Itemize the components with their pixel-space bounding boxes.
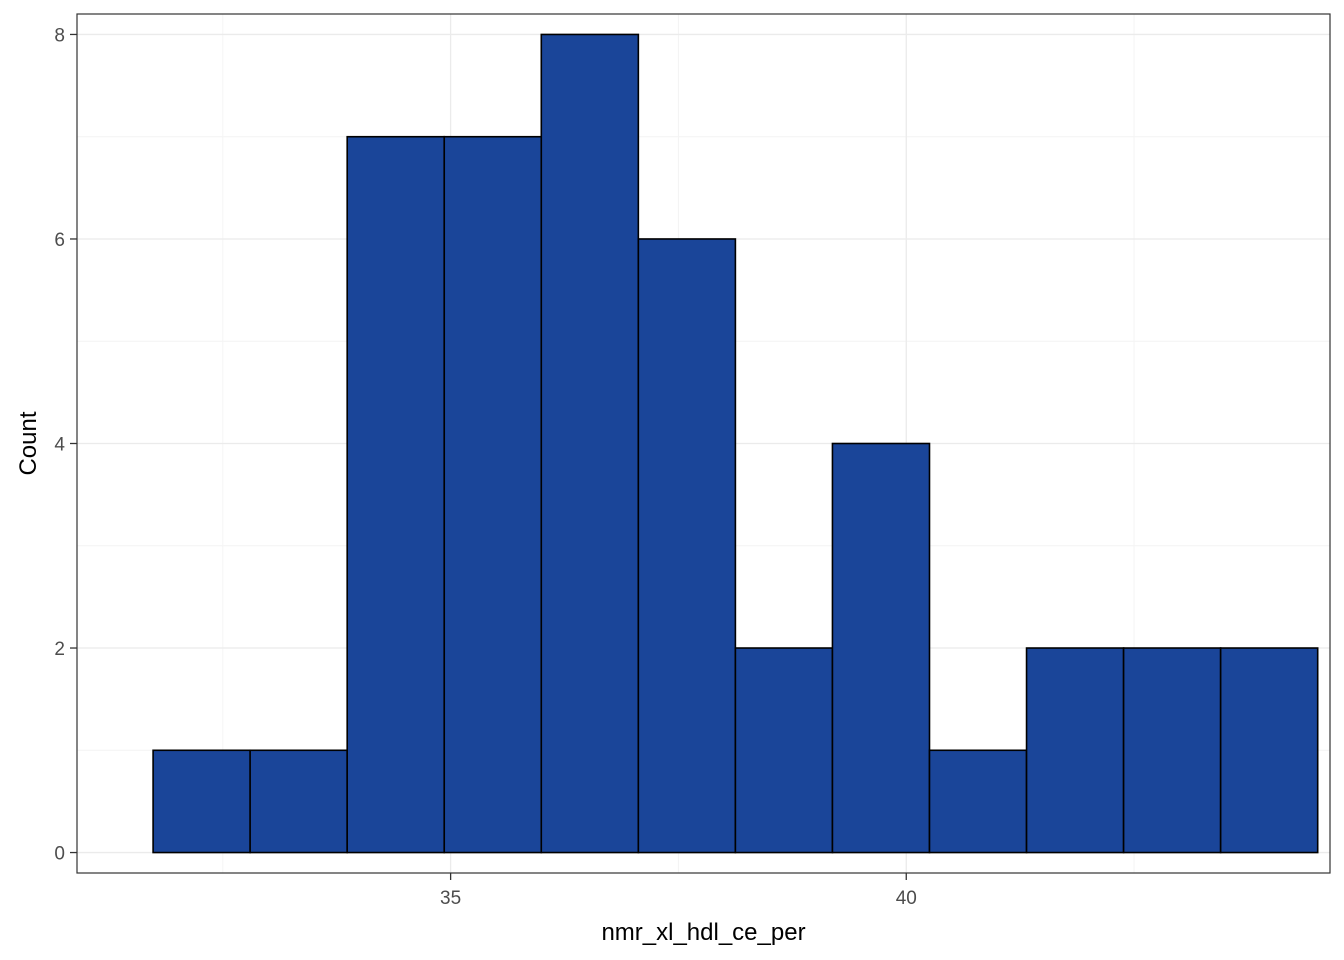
histogram-bar: [540, 33, 640, 854]
axis-ticks: 35 40 0 2 4 6 8: [54, 25, 916, 909]
histogram-bar: [637, 238, 737, 854]
x-tick-label: 40: [896, 888, 917, 909]
histogram-bar: [831, 442, 931, 854]
histogram-bar: [346, 135, 446, 854]
histogram-bar: [734, 647, 834, 854]
y-tick-label: 2: [54, 639, 65, 660]
histogram-bar: [249, 749, 348, 854]
y-tick-label: 6: [54, 230, 65, 251]
histogram-bar: [152, 749, 251, 854]
histogram-bar: [443, 135, 543, 854]
histogram-bars: [152, 33, 1319, 854]
y-tick-label: 0: [54, 844, 65, 865]
histogram-bar: [1122, 647, 1222, 854]
y-axis-title: Count: [15, 411, 42, 475]
histogram-bar: [928, 749, 1028, 854]
x-tick-label: 35: [440, 888, 461, 909]
y-tick-label: 8: [54, 25, 65, 46]
histogram-bar: [1219, 647, 1319, 854]
y-tick-label: 4: [54, 435, 65, 456]
histogram-bar: [1025, 647, 1125, 854]
x-axis-title: nmr_xl_hdl_ce_per: [601, 919, 805, 946]
